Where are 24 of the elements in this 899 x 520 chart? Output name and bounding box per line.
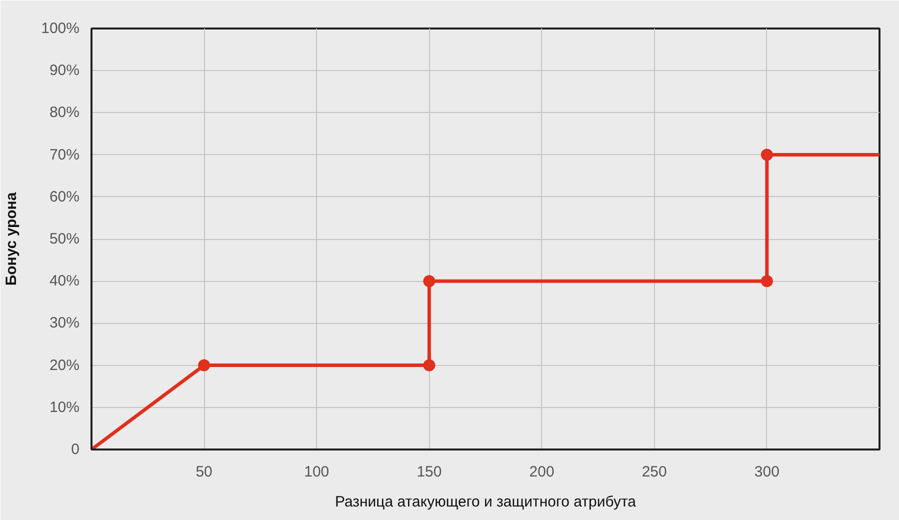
x-tick-label: 250 bbox=[642, 464, 667, 480]
x-tick-label: 150 bbox=[416, 464, 442, 480]
y-tick-label: 20% bbox=[49, 356, 80, 374]
x-tick-label: 100 bbox=[304, 464, 330, 480]
y-tick-label: 30% bbox=[49, 314, 80, 332]
y-tick-label: 80% bbox=[49, 104, 80, 122]
y-tick-label: 100% bbox=[41, 20, 80, 37]
point bbox=[423, 359, 436, 372]
y-tick-label: 90% bbox=[49, 62, 80, 80]
point bbox=[423, 275, 436, 288]
x-tick-label: 200 bbox=[529, 464, 554, 480]
point bbox=[760, 275, 773, 288]
y-tick-label: 60% bbox=[49, 188, 80, 206]
y-axis-title: Бонус урона bbox=[3, 192, 20, 286]
point bbox=[198, 359, 210, 372]
y-tick-label: 40% bbox=[49, 272, 80, 290]
point bbox=[760, 148, 773, 161]
x-tick-label: 50 bbox=[196, 464, 212, 480]
x-axis-title: Разница атакующего и защитного атрибута bbox=[334, 494, 637, 510]
y-tick-label: 10% bbox=[49, 398, 80, 416]
y-tick-label: 70% bbox=[49, 146, 80, 164]
y-tick-label: 50% bbox=[49, 230, 80, 248]
y-tick-label: 0 bbox=[71, 441, 80, 458]
x-tick-label: 300 bbox=[754, 464, 780, 480]
